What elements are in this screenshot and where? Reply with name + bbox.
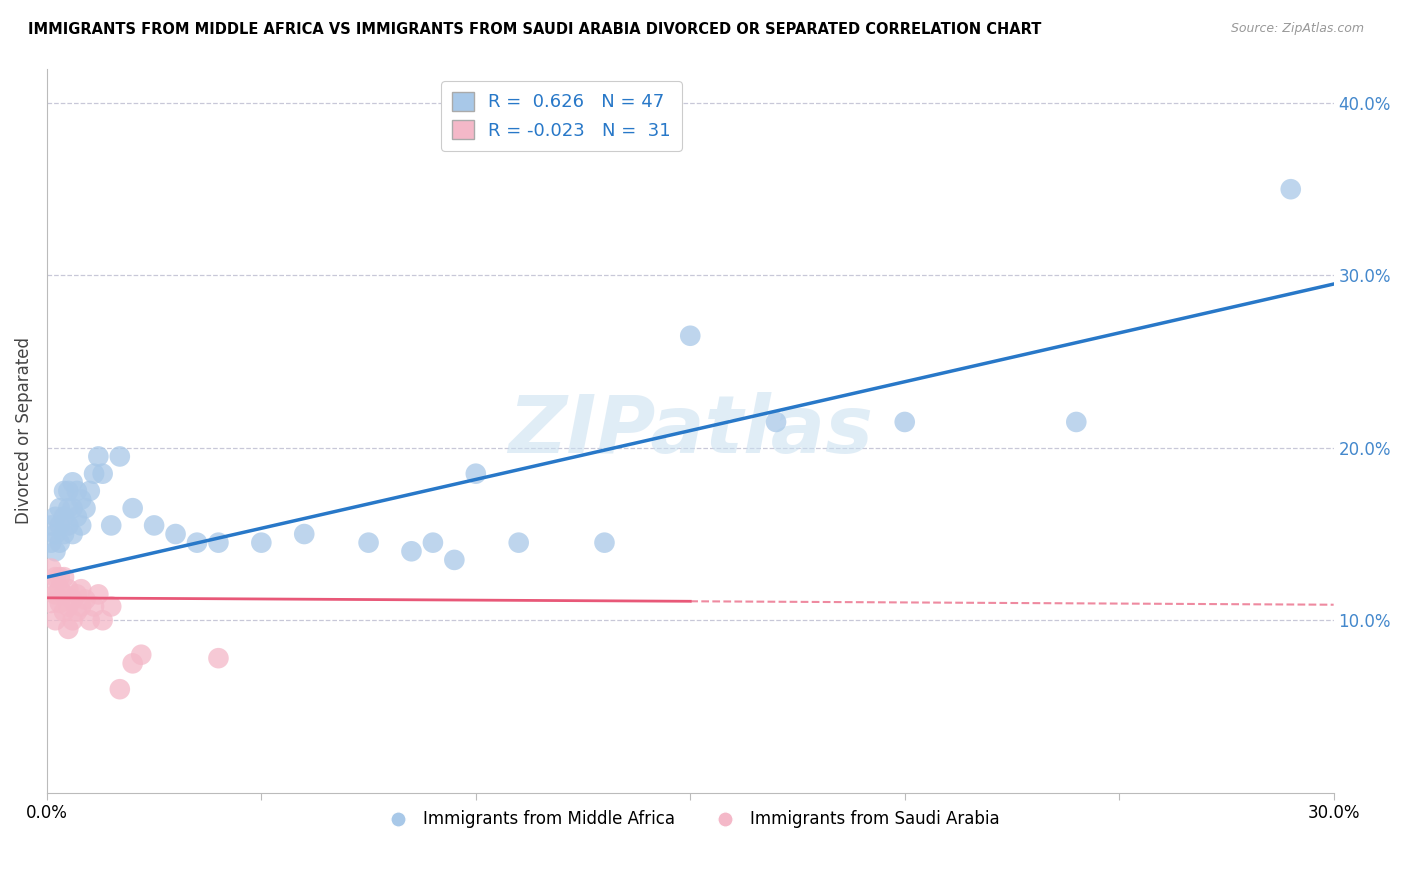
- Point: [75, 501, 97, 516]
- Point: [39, 579, 62, 593]
- Point: [100, 518, 122, 533]
- Point: [679, 328, 702, 343]
- Point: [87, 587, 110, 601]
- Point: [44, 587, 66, 601]
- Point: [44, 527, 66, 541]
- Point: [79, 613, 101, 627]
- Point: [39, 596, 62, 610]
- Point: [893, 415, 915, 429]
- Point: [58, 518, 80, 533]
- Point: [62, 613, 84, 627]
- Point: [53, 509, 76, 524]
- Point: [91, 467, 114, 481]
- Point: [49, 518, 72, 533]
- Point: [70, 582, 93, 597]
- Point: [83, 467, 105, 481]
- Point: [70, 599, 93, 614]
- Point: [207, 535, 229, 549]
- Point: [143, 518, 166, 533]
- Point: [49, 535, 72, 549]
- Point: [443, 553, 465, 567]
- Point: [58, 483, 80, 498]
- Point: [49, 596, 72, 610]
- Point: [62, 527, 84, 541]
- Legend: Immigrants from Middle Africa, Immigrants from Saudi Arabia: Immigrants from Middle Africa, Immigrant…: [374, 804, 1007, 835]
- Point: [108, 450, 131, 464]
- Point: [593, 535, 616, 549]
- Point: [83, 599, 105, 614]
- Point: [44, 544, 66, 558]
- Point: [53, 605, 76, 619]
- Point: [58, 582, 80, 597]
- Point: [91, 613, 114, 627]
- Point: [207, 651, 229, 665]
- Point: [292, 527, 315, 541]
- Point: [165, 527, 187, 541]
- Point: [75, 592, 97, 607]
- Point: [66, 483, 89, 498]
- Point: [62, 501, 84, 516]
- Point: [53, 527, 76, 541]
- Point: [39, 561, 62, 575]
- Point: [39, 518, 62, 533]
- Point: [422, 535, 444, 549]
- Y-axis label: Divorced or Separated: Divorced or Separated: [15, 337, 32, 524]
- Point: [70, 518, 93, 533]
- Text: ZIPatlas: ZIPatlas: [508, 392, 873, 469]
- Point: [49, 570, 72, 584]
- Point: [62, 592, 84, 607]
- Point: [39, 535, 62, 549]
- Point: [53, 483, 76, 498]
- Point: [66, 509, 89, 524]
- Point: [58, 622, 80, 636]
- Point: [44, 570, 66, 584]
- Point: [129, 648, 152, 662]
- Point: [58, 501, 80, 516]
- Point: [62, 475, 84, 490]
- Point: [53, 570, 76, 584]
- Point: [87, 450, 110, 464]
- Point: [108, 682, 131, 697]
- Point: [66, 587, 89, 601]
- Point: [508, 535, 530, 549]
- Point: [58, 599, 80, 614]
- Point: [44, 509, 66, 524]
- Point: [1064, 415, 1087, 429]
- Point: [79, 483, 101, 498]
- Point: [121, 657, 143, 671]
- Point: [66, 605, 89, 619]
- Text: IMMIGRANTS FROM MIDDLE AFRICA VS IMMIGRANTS FROM SAUDI ARABIA DIVORCED OR SEPARA: IMMIGRANTS FROM MIDDLE AFRICA VS IMMIGRA…: [28, 22, 1042, 37]
- Point: [1279, 182, 1302, 196]
- Point: [44, 613, 66, 627]
- Point: [53, 587, 76, 601]
- Point: [464, 467, 486, 481]
- Point: [765, 415, 787, 429]
- Point: [186, 535, 208, 549]
- Point: [121, 501, 143, 516]
- Point: [100, 599, 122, 614]
- Text: Source: ZipAtlas.com: Source: ZipAtlas.com: [1230, 22, 1364, 36]
- Point: [357, 535, 380, 549]
- Point: [70, 492, 93, 507]
- Point: [49, 501, 72, 516]
- Point: [49, 582, 72, 597]
- Point: [401, 544, 423, 558]
- Point: [250, 535, 273, 549]
